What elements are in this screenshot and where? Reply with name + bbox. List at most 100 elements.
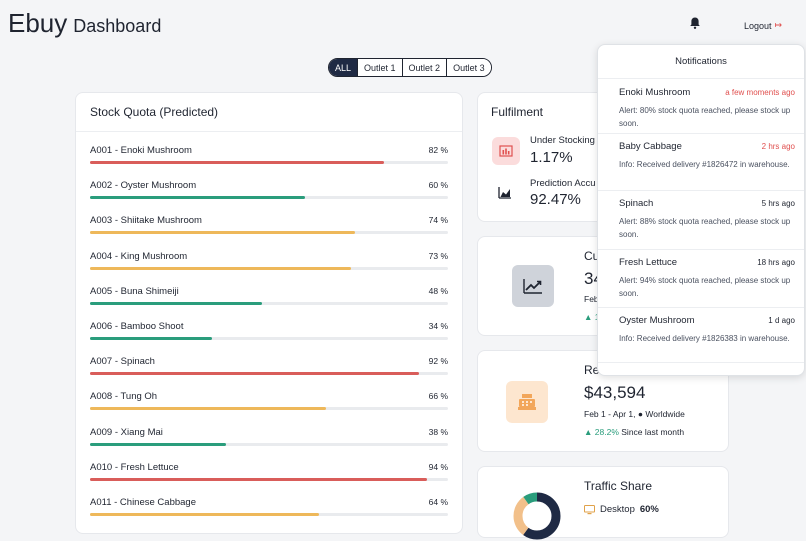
stock-item-percent: 38 % (428, 426, 448, 437)
stock-quota-row: A011 - Chinese Cabbage 64 % (90, 497, 448, 532)
notification-title: Enoki Mushroom (619, 87, 691, 98)
stock-item-percent: 48 % (428, 285, 448, 296)
notification-time: 2 hrs ago (761, 142, 795, 151)
traffic-share-card: Traffic Share Desktop 60% (477, 466, 729, 540)
stock-item-percent: 82 % (428, 145, 448, 155)
traffic-device-pct: 60% (639, 504, 659, 515)
stock-item-name: A001 - Enoki Mushroom (90, 145, 192, 156)
stock-item-bar-track (90, 477, 448, 481)
under-stocking-value: 1.17% (530, 149, 573, 166)
under-stocking-label: Under Stocking (530, 135, 595, 146)
stock-quota-row: A006 - Bamboo Shoot 34 % (90, 321, 448, 356)
chart-icon (492, 137, 520, 165)
stock-quota-row: A005 - Buna Shimeiji 48 % (90, 286, 448, 321)
notification-title: Baby Cabbage (619, 141, 682, 152)
traffic-desktop-row: Desktop 60% (584, 504, 659, 515)
stock-item-name: A005 - Buna Shimeiji (90, 285, 179, 297)
stock-quota-row: A004 - King Mushroom 73 % (90, 251, 448, 286)
notification-body: Alert: 80% stock quota reached, please s… (619, 106, 791, 128)
area-chart-icon (498, 187, 511, 199)
stock-item-bar-fill (90, 266, 352, 270)
cash-register-icon (506, 381, 548, 423)
stock-item-name: A011 - Chinese Cabbage (90, 497, 196, 508)
stock-item-percent: 66 % (428, 391, 448, 402)
notification-body: Alert: 88% stock quota reached, please s… (619, 217, 791, 239)
brand: Ebuy Dashboard (8, 8, 161, 39)
notification-body: Info: Received delivery #1826383 in ware… (619, 334, 790, 343)
revenue-change: ▲ 28.2% Since last month (584, 427, 685, 437)
logout-label: Logout (744, 20, 772, 31)
stock-item-percent: 34 % (428, 321, 448, 331)
stock-item-bar-track (90, 407, 448, 411)
revenue-change-pct: 28.2% (594, 427, 619, 437)
stock-quota-card: Stock Quota (Predicted) A001 - Enoki Mus… (75, 92, 463, 534)
stock-item-name: A007 - Spinach (90, 356, 155, 368)
notification-item[interactable]: Oyster Mushroom 1 d ago Info: Received del… (598, 307, 804, 363)
stock-item-bar-track (90, 301, 448, 305)
stock-item-name: A008 - Tung Oh (90, 391, 158, 403)
notification-body: Info: Received delivery #1826472 in ware… (619, 160, 790, 169)
stock-item-name: A006 - Bamboo Shoot (90, 321, 184, 332)
stock-item-bar-fill (90, 407, 327, 411)
stock-item-bar-track (90, 372, 448, 376)
outlet-filter: ALL Outlet 1 Outlet 2 Outlet 3 (328, 58, 492, 77)
stock-item-percent: 94 % (428, 461, 448, 472)
trend-icon (512, 265, 554, 307)
revenue-label: Re (584, 363, 600, 377)
filter-outlet-3[interactable]: Outlet 3 (446, 59, 491, 76)
stock-item-bar-track (90, 442, 448, 446)
stock-quota-row: A001 - Enoki Mushroom 82 % (90, 145, 448, 180)
filter-outlet-2[interactable]: Outlet 2 (401, 59, 447, 76)
stock-item-bar-fill (90, 513, 320, 516)
notification-item[interactable]: Enoki Mushroom a few moments ago Alert: 80… (598, 79, 804, 134)
prediction-accuracy-label: Prediction Accu (530, 178, 596, 189)
stock-item-bar-track (90, 266, 448, 270)
stock-item-bar-track (90, 231, 448, 235)
stock-item-bar-fill (90, 477, 427, 481)
notification-title: Fresh Lettuce (619, 257, 678, 268)
stock-item-percent: 74 % (428, 215, 448, 226)
stock-quota-row: A007 - Spinach 92 % (90, 356, 448, 391)
stock-item-bar-fill (90, 231, 355, 235)
stock-item-name: A003 - Shiitake Mushroom (90, 215, 202, 227)
stock-item-bar-fill (90, 442, 227, 446)
stock-item-bar-fill (90, 337, 212, 340)
traffic-donut-chart (513, 492, 561, 540)
filter-all[interactable]: ALL (329, 59, 358, 76)
notification-item[interactable]: Fresh Lettuce 18 hrs ago Alert: 94% stock … (598, 249, 804, 308)
logout-button[interactable]: Logout ↦ (744, 20, 782, 31)
revenue-value: $43,594 (584, 383, 646, 402)
traffic-share-title: Traffic Share (584, 479, 653, 493)
logout-icon: ↦ (774, 20, 783, 30)
desktop-icon (584, 504, 595, 514)
stock-quota-row: A008 - Tung Oh 66 % (90, 391, 448, 426)
stock-item-percent: 92 % (428, 356, 448, 367)
filter-outlet-1[interactable]: Outlet 1 (357, 59, 402, 76)
notification-time: a few moments ago (725, 88, 795, 97)
stock-item-name: A010 - Fresh Lettuce (90, 461, 179, 473)
stock-item-bar-fill (90, 301, 262, 305)
stock-item-percent: 60 % (428, 180, 448, 191)
stock-item-bar-track (90, 513, 448, 516)
notification-time: 5 hrs ago (761, 199, 795, 208)
customers-period: Feb (584, 294, 599, 304)
bell-icon[interactable] (688, 16, 702, 30)
fulfilment-title: Fulfilment (491, 105, 544, 119)
stock-quota-title: Stock Quota (Predicted) (76, 93, 462, 132)
notification-item[interactable]: Spinach 5 hrs ago Alert: 88% stock quota r… (598, 190, 804, 250)
stock-item-bar-fill (90, 161, 384, 164)
notification-item[interactable]: Baby Cabbage 2 hrs ago Info: Received deli… (598, 133, 804, 191)
stock-quota-row: A003 - Shiitake Mushroom 74 % (90, 215, 448, 250)
stock-item-bar-fill (90, 372, 420, 376)
notification-time: 1 d ago (768, 316, 795, 325)
revenue-period: Feb 1 - Apr 1, ● Worldwide (584, 409, 685, 419)
notification-title: Oyster Mushroom (619, 315, 695, 326)
page-title: Dashboard (73, 16, 162, 36)
notifications-title: Notifications (598, 45, 804, 79)
stock-item-bar-track (90, 161, 448, 164)
notification-time: 18 hrs ago (757, 258, 795, 267)
app-logo[interactable]: Ebuy (8, 8, 68, 38)
revenue-change-text: Since last month (621, 427, 685, 437)
prediction-accuracy-value: 92.47% (530, 191, 581, 208)
stock-item-bar-track (90, 337, 448, 340)
